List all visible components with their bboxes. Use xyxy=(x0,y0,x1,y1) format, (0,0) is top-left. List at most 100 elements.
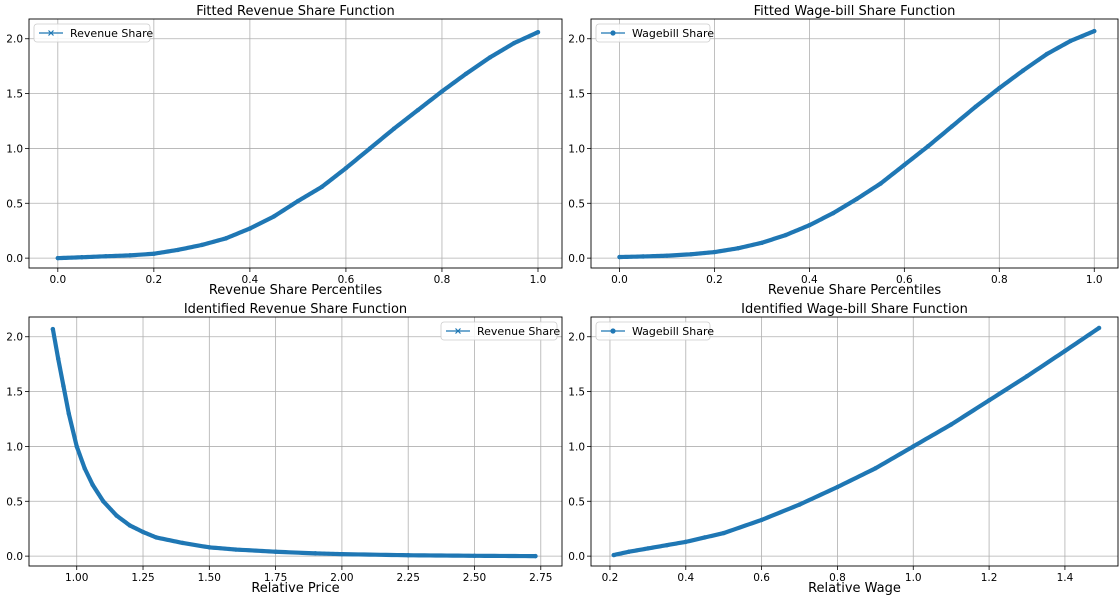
data-point xyxy=(415,107,421,113)
data-point xyxy=(664,542,670,548)
x-tick-label: 0.8 xyxy=(991,274,1008,286)
data-point xyxy=(878,181,883,186)
chart-title: Identified Revenue Share Function xyxy=(184,302,407,317)
y-tick-label: 2.0 xyxy=(6,34,23,46)
data-point xyxy=(835,484,840,490)
x-tick-label: 0.8 xyxy=(434,274,451,286)
x-axis-label: Relative Price xyxy=(251,581,339,596)
data-point xyxy=(247,226,253,231)
y-tick-label: 1.0 xyxy=(568,143,585,155)
y-tick-label: 0.0 xyxy=(6,253,23,265)
x-tick-label: 1.4 xyxy=(1057,572,1074,584)
x-tick-label: 0.4 xyxy=(801,274,818,286)
x-axis-label: Revenue Share Percentiles xyxy=(768,283,942,298)
data-point xyxy=(533,553,538,559)
data-point xyxy=(271,214,277,219)
data-point xyxy=(367,146,373,151)
data-point xyxy=(873,466,878,471)
data-point xyxy=(1092,28,1097,34)
data-point xyxy=(127,253,133,258)
y-tick-label: 1.0 xyxy=(568,441,585,453)
x-tick-label: 1.0 xyxy=(530,274,547,286)
data-point xyxy=(223,236,229,241)
data-point xyxy=(101,499,106,504)
x-tick-label: 1.50 xyxy=(198,572,221,584)
x-tick-label: 1.0 xyxy=(1086,274,1103,286)
data-point xyxy=(702,535,707,540)
data-point xyxy=(295,198,301,204)
data-point xyxy=(391,126,397,131)
y-tick-label: 1.0 xyxy=(6,441,23,453)
x-tick-label: 0.8 xyxy=(829,572,846,584)
data-point xyxy=(830,210,836,216)
data-point xyxy=(645,546,651,551)
x-axis-label: Revenue Share Percentiles xyxy=(209,283,383,298)
grid xyxy=(29,19,562,268)
series-line-1 xyxy=(617,28,1097,260)
legend-x-marker xyxy=(455,328,461,334)
data-point xyxy=(61,383,66,389)
x-tick-label: 0.6 xyxy=(896,274,913,286)
data-point xyxy=(735,246,741,251)
grid xyxy=(591,19,1118,268)
x-tick-label: 0.2 xyxy=(706,274,723,286)
legend-circle-marker xyxy=(610,328,616,334)
data-point xyxy=(207,545,212,550)
data-point xyxy=(180,540,186,546)
data-point xyxy=(82,466,87,471)
subplot-4: 0.2 0.4 0.6 0.8 1.0 1.2 1.4 0.0 0.5 1.0 1.5 2.0 Iden… xyxy=(568,302,1119,596)
series-points-1 xyxy=(55,29,541,261)
data-point xyxy=(807,223,812,228)
data-point xyxy=(1020,68,1026,73)
data-point xyxy=(949,124,955,129)
y-tick-label: 2.0 xyxy=(6,332,23,344)
x-tick-label: 2.00 xyxy=(330,572,353,584)
data-point xyxy=(90,482,95,488)
y-tick-label: 0.5 xyxy=(568,496,585,508)
data-point xyxy=(683,539,688,545)
legend-label: Revenue Share xyxy=(477,325,560,338)
x-axis-label: Relative Wage xyxy=(808,581,901,596)
data-point xyxy=(1062,348,1068,354)
x-tick-label: 2.50 xyxy=(463,572,486,584)
data-point xyxy=(151,251,157,256)
data-point xyxy=(783,232,788,238)
data-point xyxy=(797,502,802,507)
x-tick-label: 0.6 xyxy=(338,274,355,286)
x-tick-label: 0.2 xyxy=(145,274,162,286)
x-tick-label: 0.2 xyxy=(602,572,619,584)
data-point xyxy=(313,551,318,556)
legend-box xyxy=(33,23,151,43)
x-tick-label: 1.00 xyxy=(65,572,88,584)
data-point xyxy=(343,165,349,171)
subplot-2: 0.0 0.2 0.4 0.6 0.8 1.0 0.0 0.5 1.0 1.5 2.0 Fitted … xyxy=(568,4,1119,298)
data-point xyxy=(55,356,61,361)
legend: Revenue Share xyxy=(440,321,560,341)
legend-box xyxy=(595,321,711,341)
data-point xyxy=(611,552,616,558)
data-point xyxy=(641,254,646,259)
y-tick-label: 0.0 xyxy=(568,551,585,563)
legend-box xyxy=(595,23,711,43)
data-point xyxy=(103,254,109,259)
subplot-1: 0.0 0.2 0.4 0.6 0.8 1.0 0.0 0.5 1.0 1.5 2.0 Fitted … xyxy=(6,4,563,298)
data-point xyxy=(472,553,477,558)
y-tick-label: 0.5 xyxy=(6,198,23,210)
data-point xyxy=(233,547,239,552)
legend: Wagebill Share xyxy=(595,23,714,43)
series-line-1 xyxy=(611,325,1102,558)
series-line-1 xyxy=(55,30,541,261)
legend-label: Revenue Share xyxy=(70,27,153,40)
data-point xyxy=(973,104,978,109)
series-points-1 xyxy=(617,28,1097,260)
grid xyxy=(591,317,1118,566)
x-tick-label: 0.6 xyxy=(753,572,770,584)
data-point xyxy=(1044,51,1049,57)
subplot-3: 1.00 1.25 1.50 1.75 2.00 2.25 2.50 2.75 0.0 0.5 1.… xyxy=(6,302,563,596)
y-tick-label: 1.0 xyxy=(6,143,23,155)
data-point xyxy=(925,144,931,149)
x-tick-label: 1.25 xyxy=(131,572,154,584)
x-tick-label: 2.75 xyxy=(529,572,552,584)
data-point xyxy=(664,253,670,258)
x-tick-label: 1.75 xyxy=(264,572,287,584)
